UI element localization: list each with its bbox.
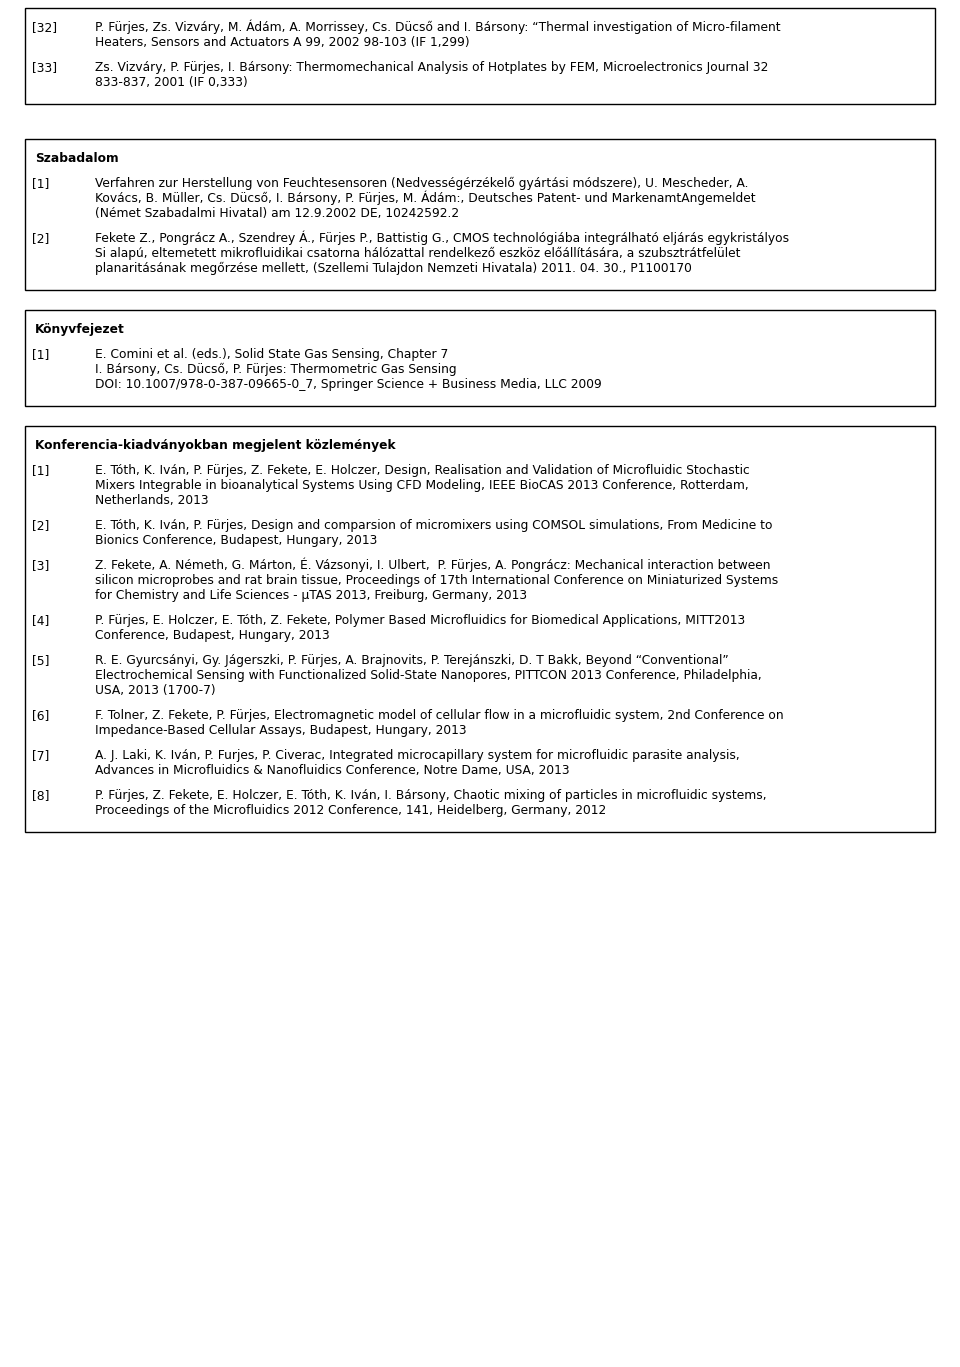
Text: Zs. Vizváry, P. Fürjes, I. Bársony: Thermomechanical Analysis of Hotplates by FE: Zs. Vizváry, P. Fürjes, I. Bársony: Ther… [95,62,768,74]
Text: [7]: [7] [32,749,49,763]
Text: for Chemistry and Life Sciences - μTAS 2013, Freiburg, Germany, 2013: for Chemistry and Life Sciences - μTAS 2… [95,589,527,603]
Text: Konferencia-kiadványokban megjelent közlemények: Konferencia-kiadványokban megjelent közl… [35,439,396,452]
Text: [6]: [6] [32,709,49,722]
Text: Si alapú, eltemetett mikrofluidikai csatorna hálózattal rendelkező eszköz előáll: Si alapú, eltemetett mikrofluidikai csat… [95,247,740,260]
Text: planaritásának megőrzése mellett, (Szellemi Tulajdon Nemzeti Hivatala) 2011. 04.: planaritásának megőrzése mellett, (Szell… [95,262,692,275]
Text: Impedance-Based Cellular Assays, Budapest, Hungary, 2013: Impedance-Based Cellular Assays, Budapes… [95,725,467,737]
Text: Mixers Integrable in bioanalytical Systems Using CFD Modeling, IEEE BioCAS 2013 : Mixers Integrable in bioanalytical Syste… [95,480,749,492]
Text: DOI: 10.1007/978-0-387-09665-0_7, Springer Science + Business Media, LLC 2009: DOI: 10.1007/978-0-387-09665-0_7, Spring… [95,379,602,391]
Text: Advances in Microfluidics & Nanofluidics Conference, Notre Dame, USA, 2013: Advances in Microfluidics & Nanofluidics… [95,764,569,778]
Text: Z. Fekete, A. Németh, G. Márton, É. Vázsonyi, I. Ulbert,  P. Fürjes, A. Pongrácz: Z. Fekete, A. Németh, G. Márton, É. Vázs… [95,558,771,573]
Bar [25,427,935,833]
Text: Kovács, B. Müller, Cs. Dücső, I. Bársony, P. Fürjes, M. Ádám:, Deutsches Patent-: Kovács, B. Müller, Cs. Dücső, I. Bársony… [95,191,756,205]
Text: Netherlands, 2013: Netherlands, 2013 [95,495,208,507]
Text: I. Bársony, Cs. Dücső, P. Fürjes: Thermometric Gas Sensing: I. Bársony, Cs. Dücső, P. Fürjes: Thermo… [95,364,457,376]
Text: Proceedings of the Microfluidics 2012 Conference, 141, Heidelberg, Germany, 2012: Proceedings of the Microfluidics 2012 Co… [95,804,607,817]
Text: [4]: [4] [32,614,49,627]
Text: Fekete Z., Pongrácz A., Szendrey Á., Fürjes P., Battistig G., CMOS technológiába: Fekete Z., Pongrácz A., Szendrey Á., Für… [95,231,789,245]
Text: Könyvfejezet: Könyvfejezet [35,323,125,336]
Text: P. Fürjes, E. Holczer, E. Tóth, Z. Fekete, Polymer Based Microfluidics for Biome: P. Fürjes, E. Holczer, E. Tóth, Z. Feket… [95,614,745,627]
Text: [33]: [33] [32,62,58,74]
Text: E. Tóth, K. Iván, P. Fürjes, Design and comparsion of micromixers using COMSOL s: E. Tóth, K. Iván, P. Fürjes, Design and … [95,519,773,532]
Text: P. Fürjes, Zs. Vizváry, M. Ádám, A. Morrissey, Cs. Dücső and I. Bársony: “Therma: P. Fürjes, Zs. Vizváry, M. Ádám, A. Morr… [95,19,780,34]
Text: [2]: [2] [32,232,49,245]
Text: F. Tolner, Z. Fekete, P. Fürjes, Electromagnetic model of cellular flow in a mic: F. Tolner, Z. Fekete, P. Fürjes, Electro… [95,709,783,722]
Text: [1]: [1] [32,178,49,190]
Text: R. E. Gyurcsányi, Gy. Jágerszki, P. Fürjes, A. Brajnovits, P. Terejánszki, D. T : R. E. Gyurcsányi, Gy. Jágerszki, P. Fürj… [95,655,729,667]
Text: [5]: [5] [32,655,50,667]
Text: E. Tóth, K. Iván, P. Fürjes, Z. Fekete, E. Holczer, Design, Realisation and Vali: E. Tóth, K. Iván, P. Fürjes, Z. Fekete, … [95,465,750,477]
Text: [3]: [3] [32,559,49,573]
Text: Bionics Conference, Budapest, Hungary, 2013: Bionics Conference, Budapest, Hungary, 2… [95,534,377,547]
Text: silicon microprobes and rat brain tissue, Proceedings of 17th International Conf: silicon microprobes and rat brain tissue… [95,574,779,588]
Text: [32]: [32] [32,22,58,34]
Bar [25,310,935,406]
Text: E. Comini et al. (eds.), Solid State Gas Sensing, Chapter 7: E. Comini et al. (eds.), Solid State Gas… [95,349,448,361]
Text: A. J. Laki, K. Iván, P. Furjes, P. Civerac, Integrated microcapillary system for: A. J. Laki, K. Iván, P. Furjes, P. Civer… [95,749,740,763]
Text: Conference, Budapest, Hungary, 2013: Conference, Budapest, Hungary, 2013 [95,629,329,642]
Text: [1]: [1] [32,349,49,361]
Text: Szabadalom: Szabadalom [35,152,119,165]
Text: P. Fürjes, Z. Fekete, E. Holczer, E. Tóth, K. Iván, I. Bársony, Chaotic mixing o: P. Fürjes, Z. Fekete, E. Holczer, E. Tót… [95,789,767,802]
Text: (Német Szabadalmi Hivatal) am 12.9.2002 DE, 10242592.2: (Német Szabadalmi Hivatal) am 12.9.2002 … [95,208,459,220]
Text: Electrochemical Sensing with Functionalized Solid-State Nanopores, PITTCON 2013 : Electrochemical Sensing with Functionali… [95,670,761,682]
Bar [25,139,935,290]
Text: [2]: [2] [32,519,49,532]
Text: Heaters, Sensors and Actuators A 99, 2002 98-103 (IF 1,299): Heaters, Sensors and Actuators A 99, 200… [95,37,469,49]
Text: [1]: [1] [32,465,49,477]
Text: Verfahren zur Herstellung von Feuchtesensoren (Nedvességérzékelő gyártási módsze: Verfahren zur Herstellung von Feuchtesen… [95,178,749,190]
Bar [25,8,935,104]
Text: USA, 2013 (1700-7): USA, 2013 (1700-7) [95,685,216,697]
Text: 833-837, 2001 (IF 0,333): 833-837, 2001 (IF 0,333) [95,77,248,89]
Text: [8]: [8] [32,789,50,802]
